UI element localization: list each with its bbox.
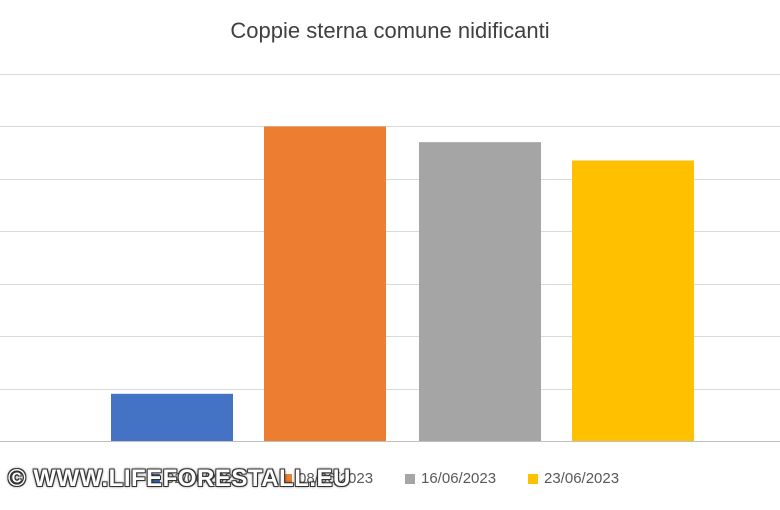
legend-item-2: 08/06/2023 — [282, 470, 373, 487]
chart-title: Coppie sterna comune nidificanti — [230, 18, 550, 43]
watermark-text: © WWW.LIFEFORESTALL.EU — [8, 465, 351, 492]
legend-item-4: 23/06/2023 — [528, 470, 619, 487]
legend-swatch-1 — [150, 473, 160, 484]
legend-swatch-3 — [405, 473, 415, 484]
bar-1 — [111, 393, 233, 441]
legend-swatch-4 — [528, 473, 538, 484]
legend-label-3: 16/06/2023 — [421, 470, 497, 487]
legend-label-2: 08/06/2023 — [298, 470, 374, 487]
bar-3 — [419, 142, 541, 441]
legend-label-4: 23/06/2023 — [544, 470, 620, 487]
chart-legend: 02/06/2023 08/06/2023 16/06/2023 23/06/2… — [0, 470, 780, 492]
bar-2 — [264, 126, 386, 441]
legend-item-3: 16/06/2023 — [405, 470, 496, 487]
legend-swatch-2 — [282, 473, 292, 484]
legend-item-1: 02/06/2023 — [150, 470, 241, 487]
bar-4 — [572, 160, 694, 441]
legend-label-1: 02/06/2023 — [166, 470, 242, 487]
